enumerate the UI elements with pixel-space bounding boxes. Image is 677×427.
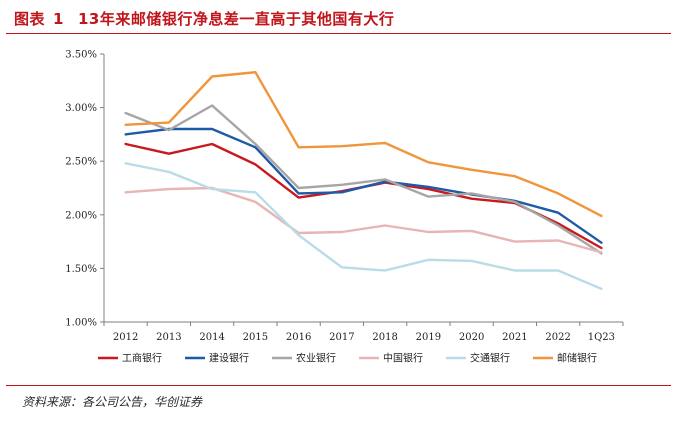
y-tick-label: 2.50% (65, 157, 97, 168)
figure-label: 图表 (14, 10, 46, 28)
y-tick-label: 2.00% (65, 210, 97, 221)
nim-line-chart: 1.00% 1.50% 2.00% 2.50% 3.00% 3.50% 2012 2013 20… (65, 50, 624, 365)
x-tick-label: 2022 (545, 332, 570, 343)
source-note: 资料来源：各公司公告，华创证券 (22, 395, 203, 409)
legend-label: 建设银行 (209, 352, 249, 365)
figure-number: 1 (53, 10, 64, 28)
x-tick-label: 2013 (156, 332, 181, 343)
figure-title: 图表 1 13年来邮储银行净息差一直高于其他国有大行 (14, 8, 394, 29)
x-tick-label: 1Q23 (588, 332, 615, 343)
x-tick-label: 2012 (113, 332, 138, 343)
legend-label: 农业银行 (296, 352, 336, 365)
x-tick-label: 2020 (459, 332, 484, 343)
legend-label: 工商银行 (122, 352, 162, 365)
figure-title-text: 13年来邮储银行净息差一直高于其他国有大行 (77, 10, 395, 28)
series-line-6 (124, 71, 603, 218)
x-tick-label: 2015 (243, 332, 268, 343)
y-tick-label: 3.50% (65, 50, 97, 61)
y-tick-label: 1.50% (65, 264, 97, 275)
x-tick-label: 2016 (286, 332, 311, 343)
series-line-3 (124, 104, 603, 255)
legend-label: 邮储银行 (557, 352, 597, 365)
y-tick-label: 1.00% (65, 318, 97, 329)
source-divider (6, 385, 671, 386)
legend-label: 中国银行 (383, 352, 423, 365)
x-tick-label: 2021 (502, 332, 527, 343)
series-line-1 (124, 142, 603, 250)
series-line-5 (124, 162, 603, 291)
x-tick-label: 2019 (416, 332, 441, 343)
x-tick-label: 2018 (372, 332, 397, 343)
legend-label: 交通银行 (470, 352, 510, 365)
title-divider (6, 33, 671, 34)
x-tick-label: 2017 (329, 332, 354, 343)
series-line-2 (124, 127, 603, 244)
y-tick-label: 3.00% (65, 103, 97, 114)
series-line-4 (124, 186, 603, 254)
x-tick-label: 2014 (199, 332, 224, 343)
